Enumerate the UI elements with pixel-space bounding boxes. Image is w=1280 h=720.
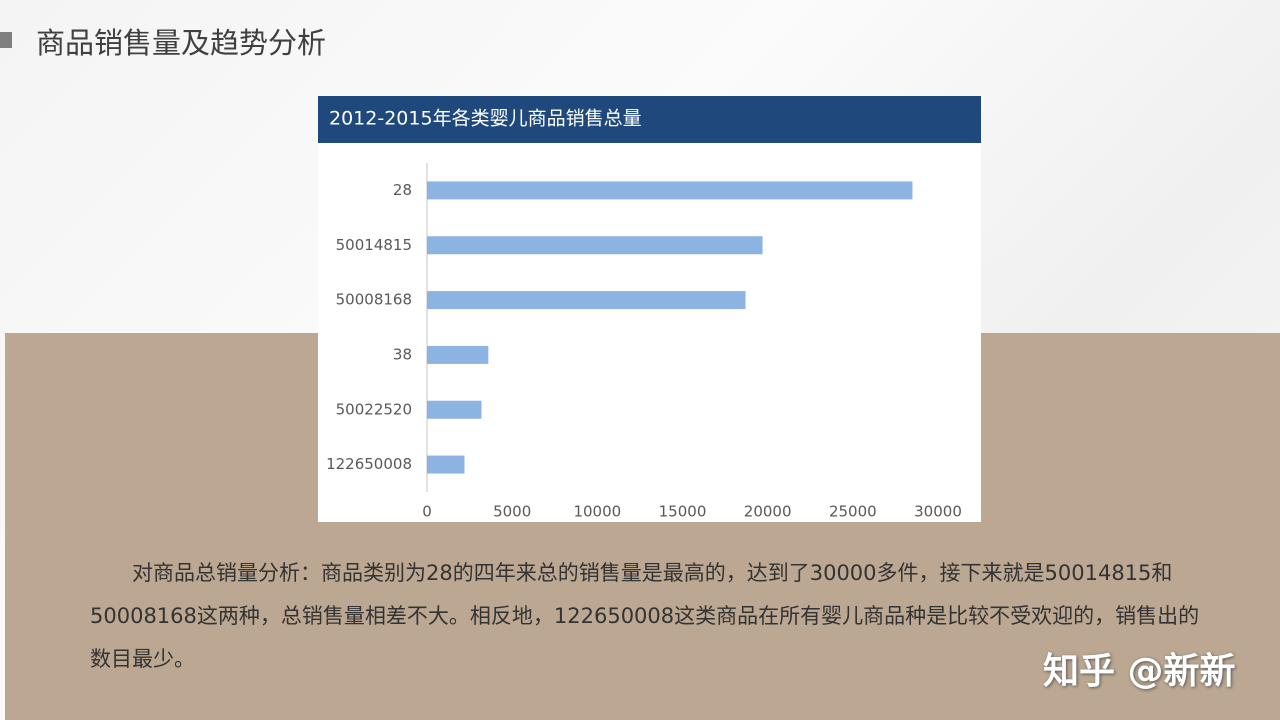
x-tick-label: 20000	[744, 503, 792, 521]
chart-title: 2012-2015年各类婴儿商品销售总量	[329, 108, 642, 130]
bar	[427, 291, 746, 310]
y-tick-label: 50008168	[336, 291, 412, 309]
bar	[427, 236, 763, 255]
y-tick-label: 28	[393, 181, 412, 199]
x-tick-label: 30000	[914, 503, 962, 521]
y-tick-label: 38	[393, 345, 412, 363]
x-tick-label: 10000	[573, 503, 621, 521]
x-tick-label: 15000	[659, 503, 707, 521]
y-tick-label: 122650008	[326, 455, 412, 473]
slide-title: 商品销售量及趋势分析	[36, 26, 327, 60]
y-tick-label: 50014815	[336, 236, 412, 254]
bar	[427, 400, 482, 419]
x-tick-label: 0	[422, 503, 432, 521]
bar	[427, 181, 913, 200]
chart-header	[318, 96, 981, 143]
bar	[427, 455, 465, 474]
watermark: 知乎 @新新	[1043, 651, 1236, 692]
bar	[427, 345, 489, 364]
title-marker	[0, 32, 12, 48]
analysis-text: 对商品总销量分析：商品类别为28的四年来总的销售量是最高的，达到了30000多件…	[90, 561, 1200, 671]
x-tick-label: 5000	[493, 503, 531, 521]
y-tick-label: 50022520	[336, 400, 412, 418]
x-tick-label: 25000	[829, 503, 877, 521]
